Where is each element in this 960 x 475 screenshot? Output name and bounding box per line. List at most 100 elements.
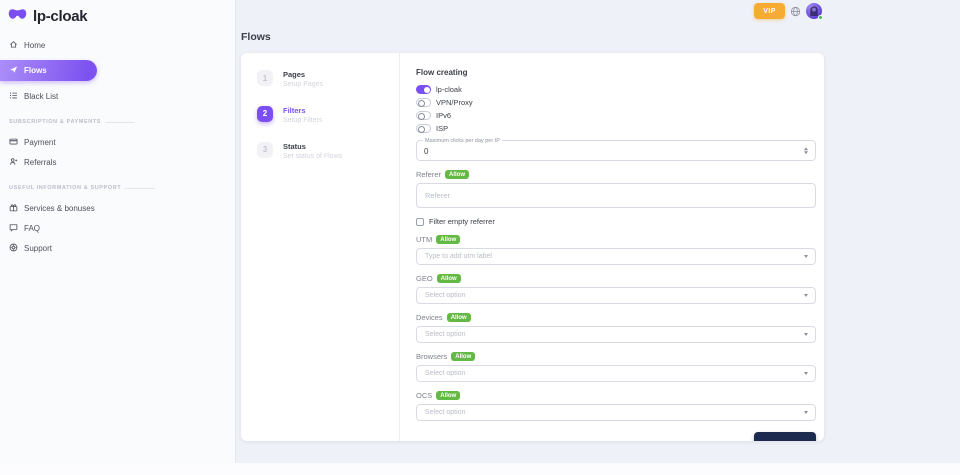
filter-empty-referrer-row[interactable]: Filter empty referrer — [416, 217, 816, 226]
toggle-switch-on[interactable] — [416, 85, 431, 94]
referer-label: Referer — [416, 170, 442, 179]
chevron-down-icon — [804, 333, 808, 336]
sidebar-item-label: Home — [24, 40, 46, 50]
next-step-button[interactable]: Next step — [754, 432, 816, 441]
ocs-label-row: OCS Allow — [416, 391, 816, 400]
paper-plane-icon — [9, 65, 18, 76]
toggle-lp-cloak[interactable]: lp-cloak — [416, 85, 816, 94]
ocs-allow-badge[interactable]: Allow — [436, 391, 461, 400]
devices-label: Devices — [416, 313, 443, 322]
credit-card-icon — [9, 137, 18, 148]
sidebar-item-support[interactable]: Support — [0, 238, 235, 258]
steps-panel: 1 Pages Setup Pages 2 Filters Setup Filt… — [241, 53, 399, 441]
browsers-select[interactable]: Select option — [416, 365, 816, 382]
sidebar-item-services-bonuses[interactable]: Services & bonuses — [0, 198, 235, 218]
sidebar-nav: Home Flows Black List SUBSCRIPTION & PAY… — [0, 26, 235, 258]
toggle-label: ISP — [436, 124, 449, 133]
select-placeholder: Type to add utm label — [425, 253, 492, 260]
sidebar: lp-cloak Home Flows Black List — [0, 0, 236, 475]
vip-button[interactable]: VIP — [754, 3, 785, 19]
select-placeholder: Select option — [425, 292, 466, 299]
page-footer — [0, 463, 960, 475]
utm-label-row: UTM Allow — [416, 235, 816, 244]
toggle-label: VPN/Proxy — [436, 98, 473, 107]
devices-select[interactable]: Select option — [416, 326, 816, 343]
avatar[interactable] — [806, 3, 823, 20]
globe-icon[interactable] — [790, 6, 801, 17]
section-title: USEFUL INFORMATION & SUPPORT — [9, 185, 122, 191]
sidebar-item-faq[interactable]: FAQ — [0, 218, 235, 238]
user-plus-icon — [9, 157, 18, 168]
ocs-select[interactable]: Select option — [416, 404, 816, 421]
utm-allow-badge[interactable]: Allow — [436, 235, 461, 244]
step-filters[interactable]: 2 Filters Setup Filters — [257, 105, 399, 124]
sidebar-item-home[interactable]: Home — [0, 35, 235, 55]
ocs-label: OCS — [416, 391, 433, 400]
brand-logo[interactable]: lp-cloak — [0, 0, 235, 26]
flow-card: 1 Pages Setup Pages 2 Filters Setup Filt… — [241, 53, 824, 441]
list-icon — [9, 91, 18, 102]
toggle-label: lp-cloak — [436, 85, 462, 94]
sidebar-item-label: Black List — [24, 91, 59, 101]
browsers-label-row: Browsers Allow — [416, 352, 816, 361]
toggle-ipv6[interactable]: IPv6 — [416, 111, 816, 120]
step-pages[interactable]: 1 Pages Setup Pages — [257, 70, 399, 88]
select-placeholder: Select option — [425, 370, 466, 377]
sidebar-item-referrals[interactable]: Referrals — [0, 152, 235, 172]
geo-select[interactable]: Select option — [416, 287, 816, 304]
sidebar-item-label: Services & bonuses — [24, 203, 95, 213]
select-placeholder: Select option — [425, 409, 466, 416]
referer-label-row: Referer Allow — [416, 170, 816, 179]
browsers-allow-badge[interactable]: Allow — [451, 352, 476, 361]
step-title: Pages — [283, 70, 306, 79]
devices-allow-badge[interactable]: Allow — [446, 313, 471, 322]
filter-empty-referrer-checkbox[interactable] — [416, 217, 424, 226]
toggle-vpn-proxy[interactable]: VPN/Proxy — [416, 98, 816, 107]
chevron-down-icon — [804, 255, 808, 258]
referer-allow-badge[interactable]: Allow — [445, 170, 470, 179]
step-subtitle: Setup Pages — [283, 80, 324, 88]
toggle-switch-off[interactable] — [416, 98, 431, 107]
step-subtitle: Setup Filters — [283, 116, 323, 124]
step-status[interactable]: 3 Status Set status of Flows — [257, 141, 399, 160]
max-clicks-field: Maximum clicks per day per IP — [416, 137, 816, 161]
stepper-arrows-icon[interactable] — [804, 146, 808, 155]
sidebar-item-label: Support — [24, 243, 53, 253]
sidebar-item-black-list[interactable]: Black List — [0, 86, 235, 106]
main-area: VIP Flows 1 Pages Setup Pages — [236, 0, 960, 475]
step-title: Filters — [283, 105, 306, 115]
sidebar-item-flows[interactable]: Flows — [0, 60, 97, 81]
select-placeholder: Select option — [425, 331, 466, 338]
sidebar-item-label: Flows — [24, 66, 47, 75]
toggle-isp[interactable]: ISP — [416, 124, 816, 133]
geo-label: GEO — [416, 274, 433, 283]
checkbox-label: Filter empty referrer — [429, 217, 495, 226]
section-title: SUBSCRIPTION & PAYMENTS — [9, 119, 102, 125]
utm-label: UTM — [416, 235, 433, 244]
step-subtitle: Set status of Flows — [283, 152, 343, 160]
step-number: 1 — [257, 70, 273, 86]
toggle-switch-off[interactable] — [416, 124, 431, 133]
chat-bubble-icon — [9, 223, 18, 234]
referer-input[interactable] — [416, 183, 816, 208]
mask-icon — [8, 7, 27, 25]
sidebar-item-label: Referrals — [24, 157, 57, 167]
toggle-label: IPv6 — [436, 111, 452, 120]
card-divider — [399, 53, 400, 441]
utm-select[interactable]: Type to add utm label — [416, 248, 816, 265]
sidebar-item-label: FAQ — [24, 223, 41, 233]
geo-allow-badge[interactable]: Allow — [436, 274, 461, 283]
step-title: Status — [283, 141, 306, 151]
form-title: Flow creating — [416, 68, 468, 77]
go-back-button[interactable]: Go back — [416, 440, 454, 441]
life-ring-icon — [9, 243, 18, 254]
geo-label-row: GEO Allow — [416, 274, 816, 283]
devices-label-row: Devices Allow — [416, 313, 816, 322]
max-clicks-input[interactable] — [417, 142, 736, 161]
sidebar-item-payment[interactable]: Payment — [0, 132, 235, 152]
step-number: 3 — [257, 141, 273, 158]
flow-creating-form: Flow creating lp-cloak VPN/Proxy IPv6 IS… — [400, 53, 824, 441]
toggle-switch-off[interactable] — [416, 111, 431, 120]
page-title: Flows — [241, 31, 271, 43]
